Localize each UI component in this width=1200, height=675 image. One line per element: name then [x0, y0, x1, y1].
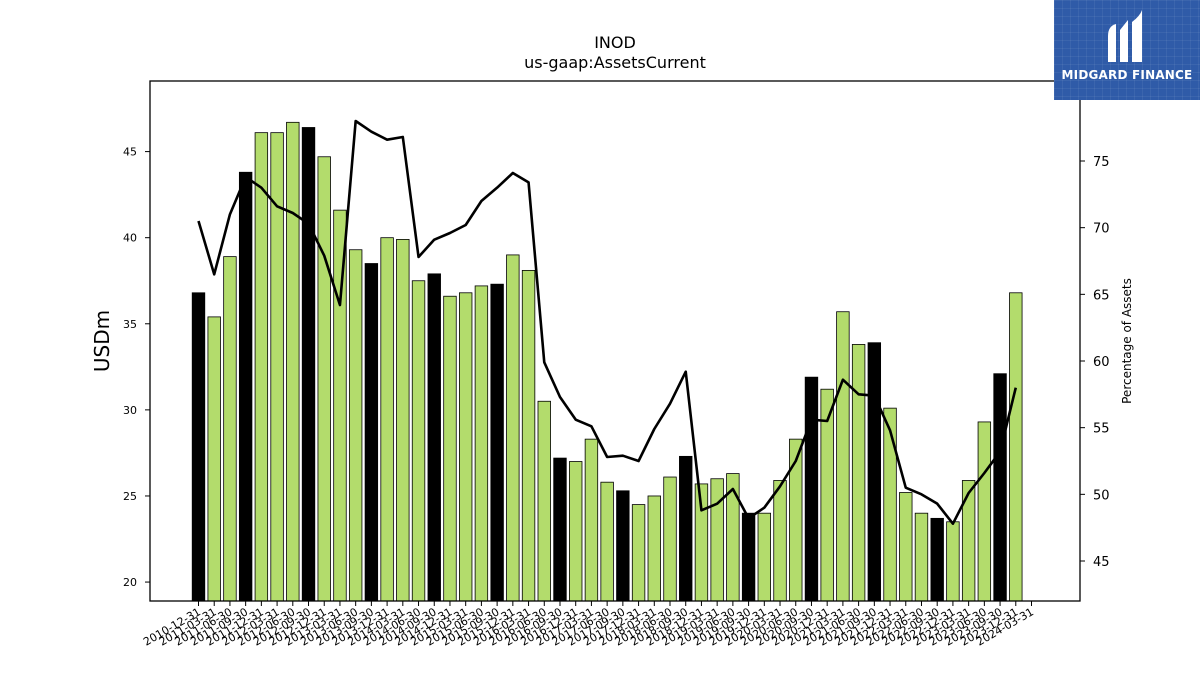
bar	[286, 121, 300, 602]
bar	[914, 512, 929, 602]
right-axis: 45 50 55 60 65 70 75	[1080, 155, 1110, 570]
bar	[396, 239, 410, 602]
plot-frame	[149, 80, 1081, 602]
bar	[851, 344, 866, 602]
bar	[191, 292, 206, 602]
bar	[867, 342, 882, 602]
y2-tick-label: 50	[1093, 488, 1110, 503]
bar	[836, 311, 850, 602]
bar	[317, 156, 331, 602]
bar	[930, 517, 944, 602]
bar	[647, 495, 661, 602]
bar	[207, 316, 221, 602]
y-tick-label: 35	[123, 318, 137, 331]
bar	[254, 132, 269, 602]
bar	[993, 373, 1007, 602]
y2-tick-label: 70	[1093, 222, 1110, 237]
bar	[663, 476, 677, 602]
bar	[773, 480, 787, 602]
bar	[1009, 292, 1023, 602]
bar	[443, 295, 457, 602]
x-axis: 2010-12-312011-03-312011-06-302011-09-30…	[141, 601, 1036, 649]
bar	[600, 481, 614, 602]
y2-tick-label: 75	[1093, 155, 1110, 170]
y2-tick-label: 55	[1093, 422, 1110, 437]
line-path	[197, 119, 1018, 525]
bar	[223, 256, 237, 602]
bar	[458, 292, 473, 602]
bar	[741, 512, 756, 602]
bar	[474, 285, 489, 602]
y-tick-label: 45	[123, 146, 137, 159]
bar	[631, 504, 646, 602]
bar	[883, 407, 897, 602]
bar	[584, 438, 599, 602]
left-axis: 20 25 30 35 40 45	[123, 146, 150, 589]
bar	[348, 249, 363, 602]
y2-tick-label: 45	[1093, 555, 1110, 570]
y-tick-label: 40	[123, 232, 137, 245]
chart-subtitle: us-gaap:AssetsCurrent	[524, 53, 706, 72]
logo-text: MIDGARD FINANCE	[1061, 68, 1193, 82]
bar	[946, 521, 960, 602]
bar	[616, 490, 630, 602]
bar	[804, 376, 819, 602]
bar	[238, 171, 253, 602]
bar	[569, 461, 583, 602]
bar	[490, 283, 504, 602]
y-tick-label: 25	[123, 490, 137, 503]
bar	[364, 263, 379, 602]
y-axis-label: USDm	[90, 310, 114, 372]
y-tick-label: 30	[123, 404, 137, 417]
bar	[961, 480, 976, 602]
chart-title: INOD	[594, 33, 636, 52]
bar-series	[191, 121, 1023, 602]
y2-tick-label: 60	[1093, 355, 1110, 370]
bar	[537, 400, 551, 602]
y-tick-label: 20	[123, 576, 137, 589]
bar	[427, 273, 441, 602]
bar	[301, 127, 316, 602]
bar	[380, 237, 394, 602]
bar	[757, 512, 771, 602]
bar	[710, 478, 724, 602]
line-series	[197, 119, 1018, 525]
y2-axis-label: Percentage of Assets	[1120, 278, 1134, 404]
bar	[553, 457, 567, 602]
y2-tick-label: 65	[1093, 288, 1110, 303]
bar	[506, 254, 520, 602]
bar	[977, 421, 992, 602]
midgard-logo-icon	[1108, 10, 1142, 62]
bar	[521, 269, 536, 602]
bar	[333, 209, 347, 602]
bar	[679, 455, 693, 602]
midgard-finance-logo: MIDGARD FINANCE	[1054, 0, 1200, 100]
bar	[899, 492, 913, 602]
bar	[411, 280, 426, 602]
